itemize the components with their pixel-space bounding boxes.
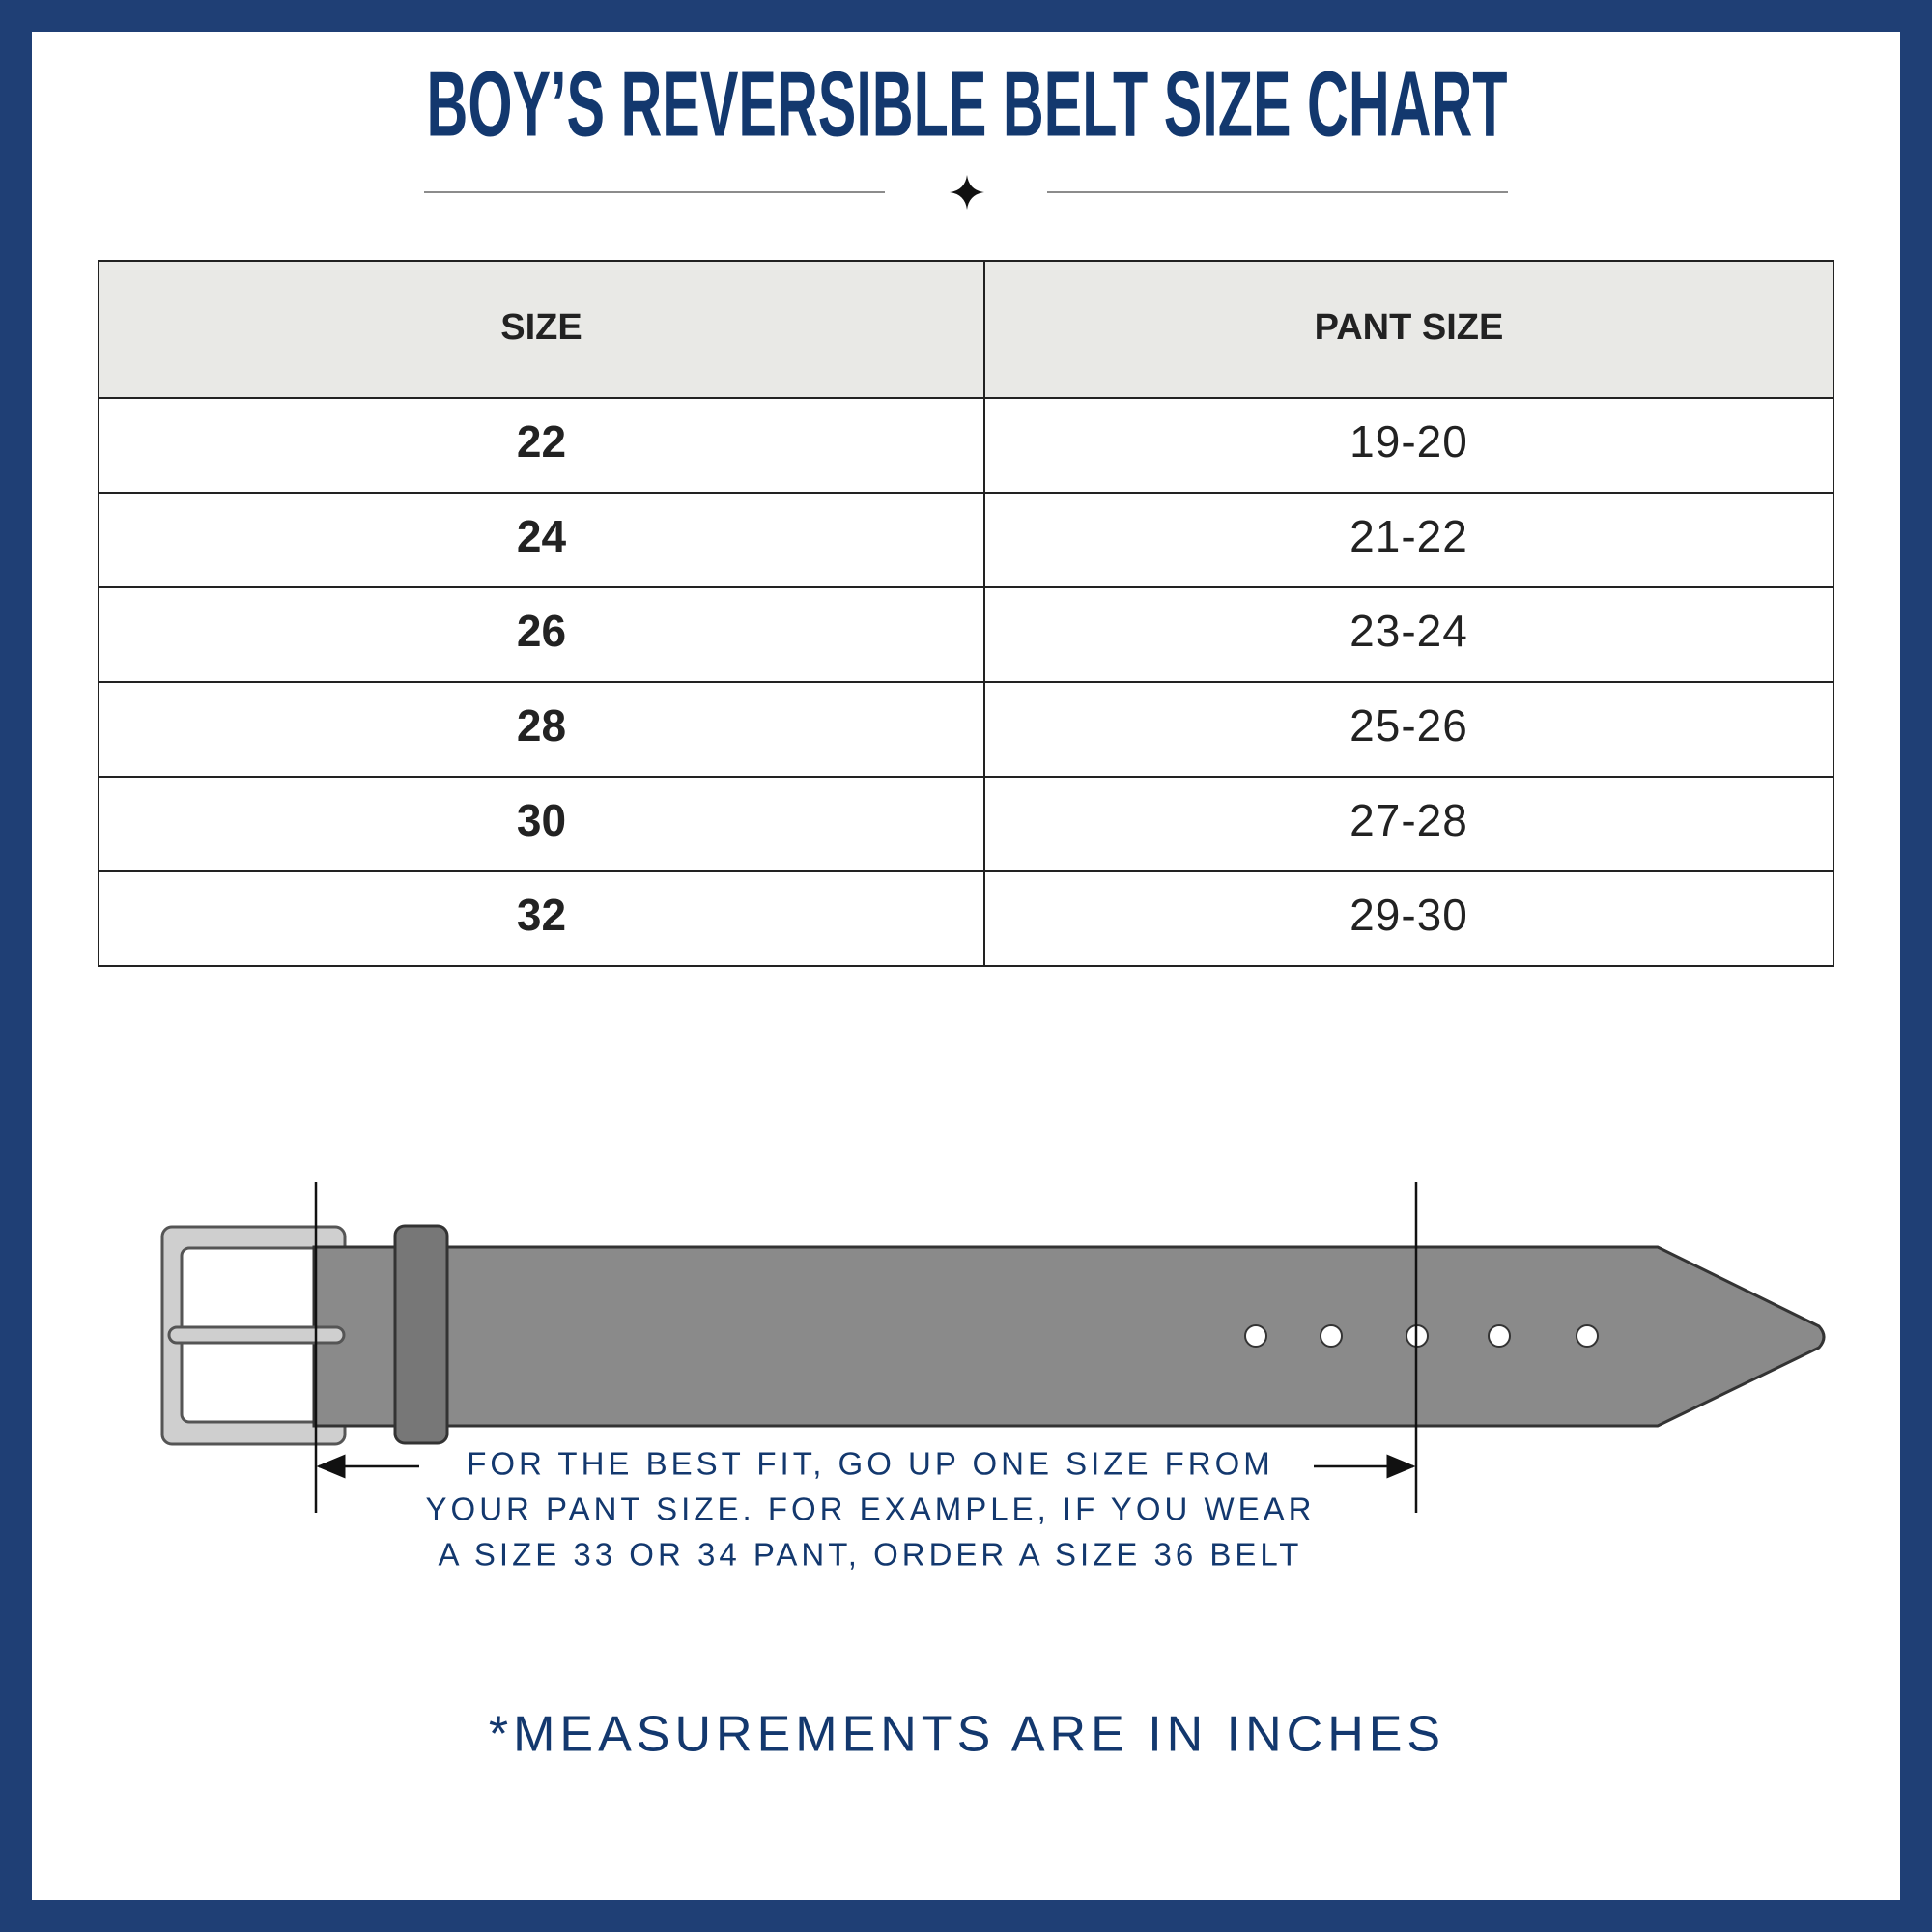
pant-size-cell: 25-26 — [1350, 700, 1468, 751]
pant-size-cell: 23-24 — [1350, 606, 1468, 656]
fit-note-line: FOR THE BEST FIT, GO UP ONE SIZE FROM — [467, 1446, 1274, 1482]
title: BOY’S REVERSIBLE BELT SIZE CHART — [427, 52, 1508, 156]
note: FOR THE BEST FIT, GO UP ONE SIZE FROM YOU… — [426, 1446, 1316, 1573]
column-header: SIZE — [500, 307, 582, 348]
header-row — [99, 261, 1833, 398]
column-header: PANT SIZE — [1315, 307, 1504, 348]
pant-size-cell: 21-22 — [1350, 511, 1468, 561]
size-cell: 28 — [517, 700, 566, 751]
table: SIZE PANT SIZE 22 19-20 24 21-22 26 23-24 28 25-2… — [98, 260, 1834, 967]
size-cell: 32 — [517, 890, 566, 940]
pant-size-cell: 27-28 — [1350, 795, 1468, 845]
table-border — [98, 260, 1834, 967]
size-cell: 22 — [517, 416, 566, 467]
size-cell: 26 — [517, 606, 566, 656]
size-cell: 30 — [517, 795, 566, 845]
fit-note-line: A SIZE 33 OR 34 PANT, ORDER A SIZE 36 BE… — [439, 1537, 1303, 1573]
pant-size-cell: 29-30 — [1350, 890, 1468, 940]
star — [950, 175, 984, 210]
footer-note: *MEASUREMENTS ARE IN INCHES — [489, 1707, 1445, 1763]
pant-size-cell: 19-20 — [1350, 416, 1468, 467]
size-cell: 24 — [517, 511, 567, 561]
fit-note-line: YOUR PANT SIZE. FOR EXAMPLE, IF YOU WEAR — [426, 1492, 1316, 1527]
belt — [160, 1182, 1826, 1513]
